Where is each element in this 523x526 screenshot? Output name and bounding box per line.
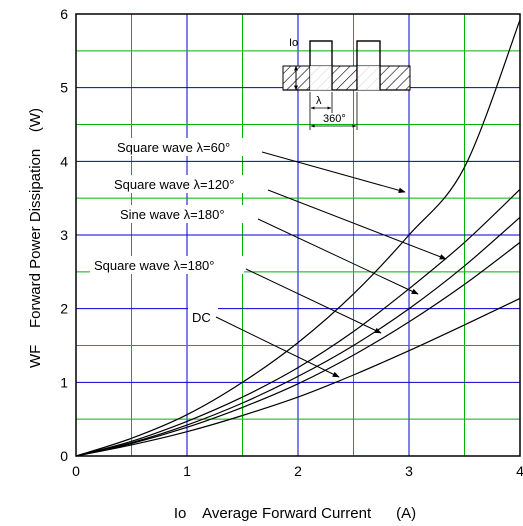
waveform-inset: Io λ 360° xyxy=(282,37,411,130)
curve-dc xyxy=(75,297,521,457)
curves xyxy=(75,19,521,457)
inset-lambda-label: λ xyxy=(316,95,322,107)
label-sine-wave-180: Sine wave λ=180° xyxy=(120,207,225,222)
label-square-wave-180: Square wave λ=180° xyxy=(94,258,214,273)
annotation-sine-180: Sine wave λ=180° xyxy=(116,205,419,295)
arrow-sine-wave-180 xyxy=(257,218,419,295)
annotation-dc: DC xyxy=(188,308,340,378)
label-dc: DC xyxy=(192,310,211,325)
curve-square-wave-60 xyxy=(75,19,521,457)
y-axis-label: WF Forward Power Dissipation (W) xyxy=(27,108,44,368)
inset-hatched-band xyxy=(282,65,411,91)
y-tick-label: 3 xyxy=(60,227,68,243)
x-tick-label: 4 xyxy=(516,463,523,479)
arrow-square-wave-60 xyxy=(261,151,406,193)
x-axis-label: Io Average Forward Current (A) xyxy=(174,505,416,522)
inset-period-label: 360° xyxy=(323,113,346,125)
plot-frame xyxy=(75,13,521,457)
annotation-square-180: Square wave λ=180° xyxy=(90,256,382,334)
x-tick-label: 1 xyxy=(183,463,191,479)
arrow-square-wave-120 xyxy=(267,189,447,260)
curve-square-wave-120 xyxy=(75,188,521,457)
curve-sine-wave-180 xyxy=(75,216,521,457)
y-tick-label: 0 xyxy=(60,448,68,464)
y-tick-label: 6 xyxy=(60,6,68,22)
curve-square-wave-180 xyxy=(75,241,521,457)
y-tick-label: 4 xyxy=(60,153,68,169)
annotation-square-120: Square wave λ=120° xyxy=(110,175,447,260)
x-tick-label: 3 xyxy=(405,463,413,479)
annotation-square-60: Square wave λ=60° xyxy=(113,138,406,193)
inset-io-label: Io xyxy=(289,37,298,49)
y-tick-label: 2 xyxy=(60,301,68,317)
x-tick-label: 0 xyxy=(72,463,80,479)
y-tick-label: 5 xyxy=(60,80,68,96)
arrow-dc xyxy=(215,316,340,378)
arrow-square-wave-180 xyxy=(245,268,382,334)
y-tick-label: 1 xyxy=(60,374,68,390)
x-tick-label: 2 xyxy=(294,463,302,479)
label-square-wave-60: Square wave λ=60° xyxy=(117,140,230,155)
tick-labels: 0 1 2 3 4 0 1 2 3 4 5 6 xyxy=(60,6,523,479)
label-square-wave-120: Square wave λ=120° xyxy=(114,177,234,192)
